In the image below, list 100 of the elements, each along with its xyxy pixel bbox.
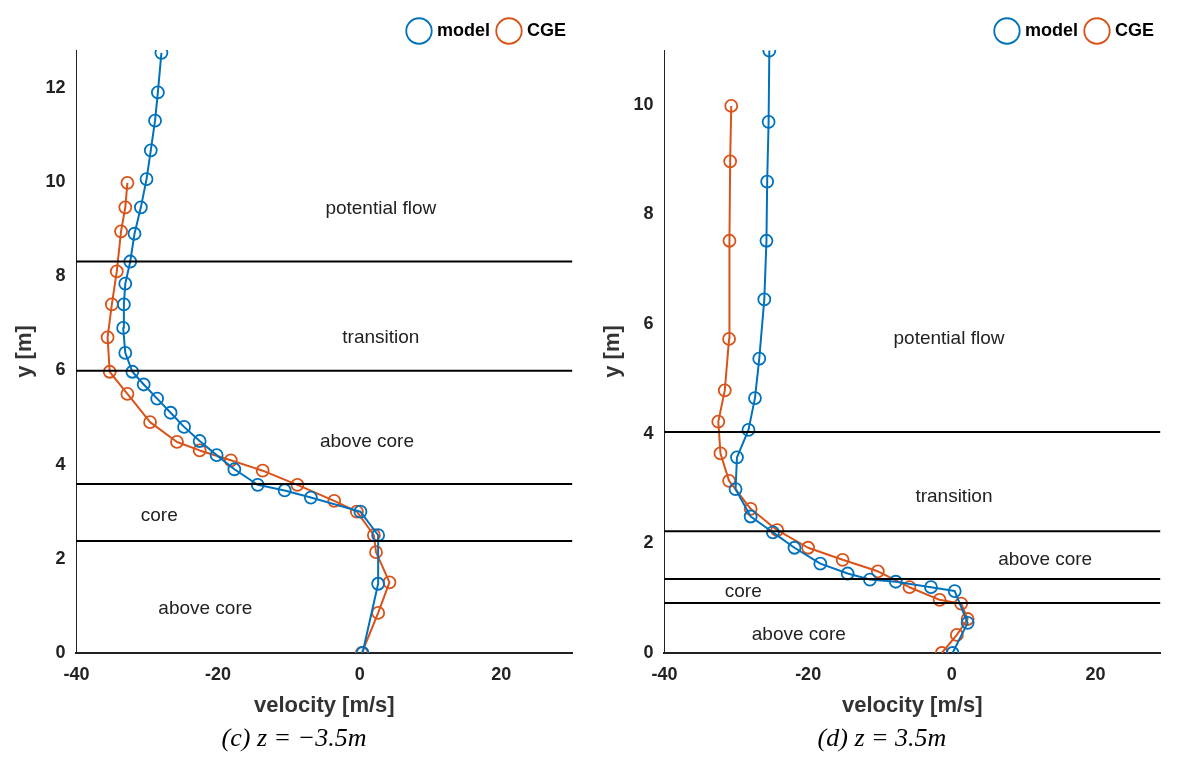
x-tick-label: -20 [795, 663, 822, 684]
annotation: above core [319, 430, 414, 452]
annotation: above core [998, 547, 1093, 569]
point [728, 482, 743, 496]
point [120, 387, 135, 401]
point [760, 174, 775, 189]
point [748, 391, 762, 405]
text: (d) z = 3.5m [816, 723, 948, 753]
point [741, 422, 756, 437]
y-tick-label: 10 [633, 93, 654, 114]
point [902, 580, 917, 595]
x-tick-label: -20 [205, 663, 232, 684]
point [150, 85, 165, 100]
annotation: potential flow [325, 197, 437, 219]
point [136, 377, 151, 392]
point [724, 99, 739, 113]
point [223, 453, 238, 468]
point [371, 606, 386, 620]
annotation: transition [915, 485, 993, 507]
x-tick-label: 20 [491, 663, 512, 684]
point [743, 509, 758, 524]
point [366, 528, 381, 543]
y-tick-label: 8 [643, 203, 654, 224]
text: (c) z = −3.5m [220, 723, 368, 753]
point [118, 200, 133, 215]
point [717, 383, 732, 398]
point [863, 572, 877, 587]
annotation: core [140, 503, 178, 525]
point [109, 264, 124, 279]
point [227, 462, 242, 477]
x-tick-label: 20 [1085, 663, 1106, 684]
point [722, 233, 737, 248]
point [711, 414, 726, 429]
annotation: transition [342, 325, 420, 347]
point [277, 483, 292, 498]
legend-label: model [1024, 19, 1078, 40]
point [932, 592, 947, 607]
point [369, 545, 383, 560]
point [722, 473, 736, 488]
point [947, 584, 962, 598]
point [840, 566, 855, 581]
y-tick-label: 2 [55, 547, 66, 568]
point [127, 226, 142, 241]
point [761, 114, 776, 129]
point [192, 434, 207, 448]
point [100, 330, 115, 345]
point [801, 540, 816, 555]
point [353, 504, 368, 519]
legend-label: model [436, 19, 490, 40]
point [713, 446, 728, 461]
point [960, 612, 975, 626]
point [327, 493, 342, 508]
point [123, 254, 138, 269]
x-axis-title: velocity [m/s] [254, 691, 395, 717]
point [125, 364, 140, 379]
point [371, 576, 386, 591]
point [722, 331, 736, 346]
point [303, 490, 318, 505]
y-tick-label: 10 [45, 170, 66, 191]
point [757, 292, 772, 307]
point [139, 172, 154, 186]
point [888, 574, 903, 589]
y-tick-label: 0 [55, 641, 66, 662]
point [104, 297, 119, 312]
annotation: above core [751, 622, 846, 644]
point [163, 405, 178, 420]
point [382, 575, 397, 590]
point [743, 501, 758, 516]
point [118, 346, 133, 360]
point [723, 154, 738, 169]
point [813, 556, 828, 571]
point [752, 351, 767, 366]
x-axis-title: velocity [m/s] [842, 691, 983, 717]
point [209, 448, 224, 463]
y-tick-label: 2 [643, 532, 654, 553]
x-tick-label: 0 [354, 663, 365, 684]
legend-label: CGE [526, 19, 567, 40]
point [192, 443, 207, 458]
point [349, 504, 364, 519]
point [960, 615, 975, 630]
point [148, 113, 162, 128]
y-tick-label: 4 [643, 422, 654, 443]
point [290, 477, 305, 492]
point [116, 297, 131, 312]
y-axis-title: y [m] [11, 325, 37, 378]
x-tick-label: -40 [651, 663, 678, 684]
y-tick-label: 6 [643, 313, 654, 334]
point [954, 596, 969, 611]
point [730, 450, 744, 465]
annotation: above core [158, 596, 253, 618]
point [835, 552, 850, 567]
point [759, 233, 774, 248]
point [870, 564, 885, 579]
point [116, 321, 131, 335]
point [143, 415, 157, 430]
point [118, 276, 133, 291]
point [949, 628, 964, 642]
point [250, 477, 265, 492]
y-tick-label: 0 [643, 641, 654, 662]
point [770, 523, 785, 538]
